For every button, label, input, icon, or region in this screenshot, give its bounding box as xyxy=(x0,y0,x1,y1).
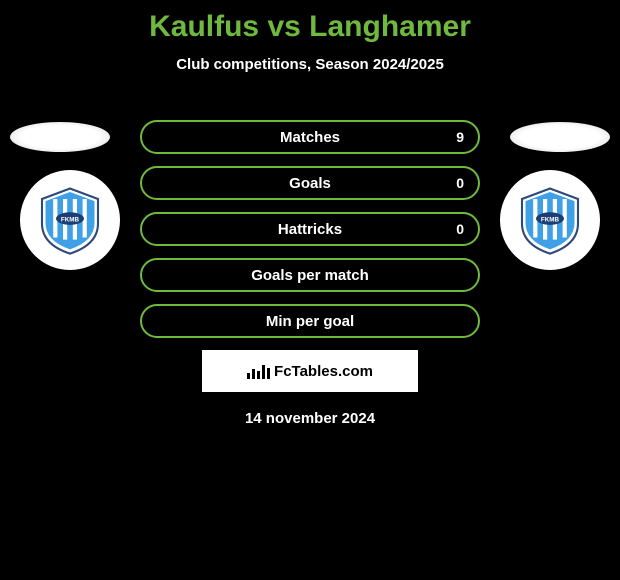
stat-label: Min per goal xyxy=(266,313,354,330)
stat-label: Matches xyxy=(280,129,340,146)
page-title: Kaulfus vs Langhamer xyxy=(0,0,620,44)
date-text: 14 november 2024 xyxy=(140,410,480,427)
stat-row-goals: Goals 0 xyxy=(140,166,480,200)
shield-icon: FKMB xyxy=(35,185,105,255)
stats-column: Matches 9 Goals 0 Hattricks 0 Goals per … xyxy=(140,120,480,427)
stat-row-goals-per-match: Goals per match xyxy=(140,258,480,292)
player-left-club-badge: FKMB xyxy=(20,170,120,270)
stat-label: Hattricks xyxy=(278,221,342,238)
stat-row-matches: Matches 9 xyxy=(140,120,480,154)
stat-row-min-per-goal: Min per goal xyxy=(140,304,480,338)
stat-right-value: 0 xyxy=(456,175,464,191)
stat-label: Goals per match xyxy=(251,267,369,284)
stat-label: Goals xyxy=(289,175,331,192)
stat-right-value: 0 xyxy=(456,221,464,237)
brand-inner: FcTables.com xyxy=(205,353,415,389)
bar-chart-icon xyxy=(247,363,270,379)
player-left-silhouette xyxy=(10,122,110,152)
brand-box: FcTables.com xyxy=(202,350,418,392)
player-right-silhouette xyxy=(510,122,610,152)
badge-text: FKMB xyxy=(61,216,80,223)
shield-icon: FKMB xyxy=(515,185,585,255)
stat-right-value: 9 xyxy=(456,129,464,145)
badge-text: FKMB xyxy=(541,216,560,223)
subtitle: Club competitions, Season 2024/2025 xyxy=(0,56,620,73)
stat-row-hattricks: Hattricks 0 xyxy=(140,212,480,246)
brand-text: FcTables.com xyxy=(274,363,373,380)
player-right-club-badge: FKMB xyxy=(500,170,600,270)
